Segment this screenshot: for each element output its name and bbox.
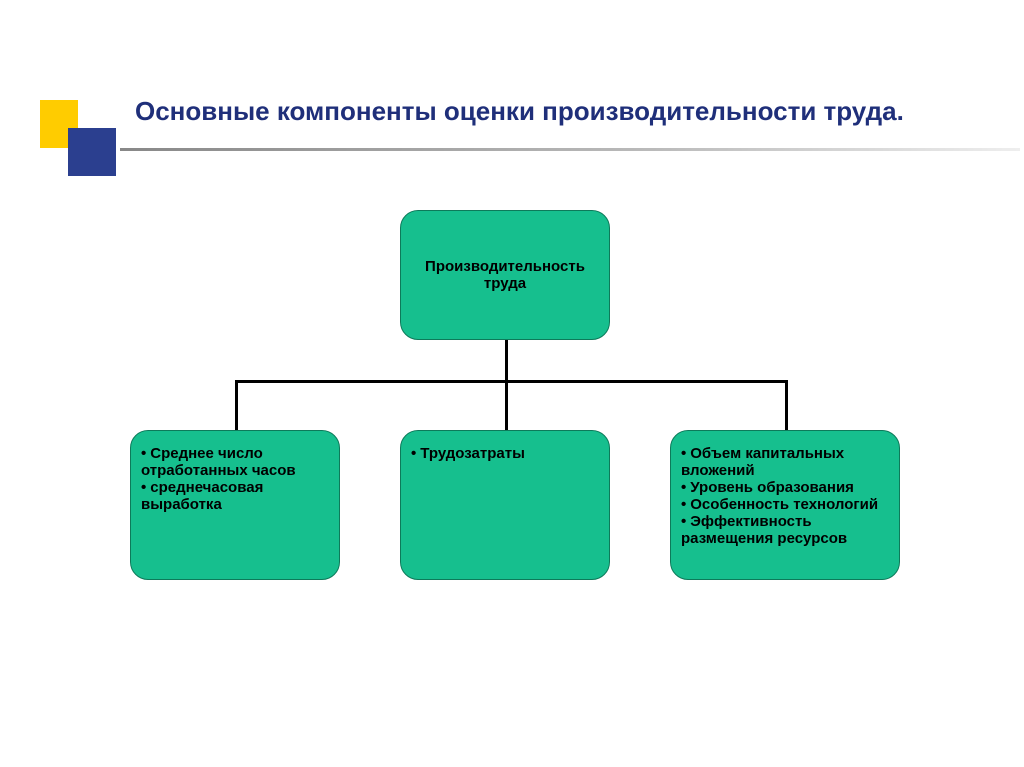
child-node-1: Среднее число отработанных часов среднеч… — [130, 430, 340, 580]
decorative-squares — [40, 100, 120, 180]
connector-drop-1 — [235, 380, 238, 430]
list-item: Среднее число отработанных часов — [141, 445, 329, 479]
blue-square — [68, 128, 116, 176]
connector-drop-2 — [505, 380, 508, 430]
root-node: Производительность труда — [400, 210, 610, 340]
list-item: Особенность технологий — [681, 496, 889, 513]
child-3-list: Объем капитальных вложений Уровень образ… — [681, 445, 889, 547]
child-node-2: Трудозатраты — [400, 430, 610, 580]
child-node-3: Объем капитальных вложений Уровень образ… — [670, 430, 900, 580]
connector-drop-3 — [785, 380, 788, 430]
hierarchy-diagram: Производительность труда Среднее число о… — [0, 210, 1024, 710]
connector-hbar — [235, 380, 785, 383]
list-item: Объем капитальных вложений — [681, 445, 889, 479]
list-item: Уровень образования — [681, 479, 889, 496]
header-underline — [120, 148, 1020, 151]
child-2-list: Трудозатраты — [411, 445, 599, 462]
list-item: среднечасовая выработка — [141, 479, 329, 513]
slide-title: Основные компоненты оценки производитель… — [135, 95, 935, 128]
list-item: Эффективность размещения ресурсов — [681, 513, 889, 547]
root-label: Производительность труда — [415, 258, 595, 292]
list-item: Трудозатраты — [411, 445, 599, 462]
child-1-list: Среднее число отработанных часов среднеч… — [141, 445, 329, 513]
connector-root-drop — [505, 340, 508, 380]
